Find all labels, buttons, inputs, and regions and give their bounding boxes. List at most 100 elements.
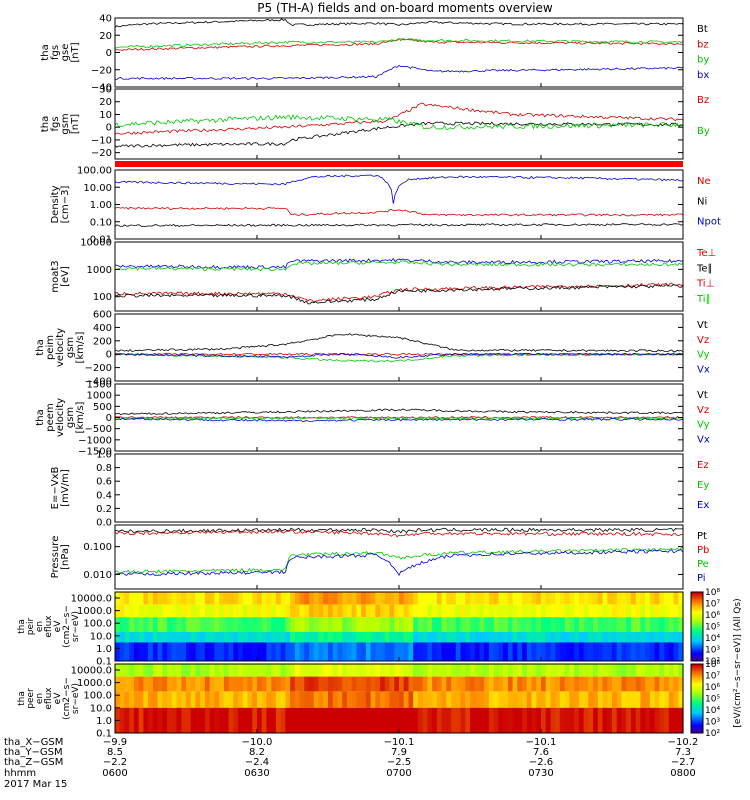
- y-axis-label: gsm: [65, 407, 76, 428]
- series-red: [115, 102, 683, 135]
- series-red: [115, 38, 683, 51]
- y-tick-label: −500: [85, 424, 112, 435]
- x-tick-label: −10.2: [668, 737, 699, 748]
- y-tick-label: 0.0: [96, 518, 112, 529]
- y-tick-label: 20: [99, 31, 112, 42]
- y-axis-label: peim: [45, 335, 56, 360]
- y-tick-label: 0.01: [90, 235, 112, 246]
- y-axis-label: en: [35, 693, 45, 704]
- y-axis-label: peir: [26, 617, 36, 635]
- mode-bar-red: [115, 161, 683, 167]
- y-axis-label: peer: [26, 688, 36, 709]
- series-black: [115, 333, 683, 353]
- panel-fgs-gse: 40 20 0 −20 −40 tha fgs gse [nT] Bt bz by bx: [40, 14, 709, 94]
- x-tick-label: 0700: [386, 768, 411, 779]
- y-axis-label: [mV/m]: [60, 469, 71, 507]
- series-blue: [115, 64, 683, 80]
- y-axis-label: gsm: [65, 337, 76, 358]
- y-tick-label: 10000.0: [71, 594, 112, 605]
- x-tick-label: −2.2: [103, 757, 127, 768]
- y-axis-label: [km/s]: [75, 401, 86, 433]
- y-tick-label: 10.0: [90, 703, 112, 714]
- y-axis-label: tha: [35, 339, 46, 355]
- y-axis-label: sr−eV): [71, 611, 81, 642]
- series-black: [115, 527, 683, 534]
- x-tick-label: −10.1: [384, 737, 415, 748]
- y-axis-label: tha: [17, 691, 27, 706]
- y-tick-label: 0: [106, 123, 112, 134]
- legend-entry: Vx: [697, 364, 710, 375]
- series-black: [115, 284, 683, 305]
- colorbar-tick: 10⁸: [705, 660, 720, 670]
- colorbar-tick: 10³: [705, 646, 720, 656]
- series-green: [115, 37, 683, 49]
- y-axis-label: en: [35, 621, 45, 632]
- x-row-label: tha_Z−GSM: [4, 757, 63, 768]
- legend-entry: Te∥: [696, 263, 713, 274]
- y-tick-label: 1500: [87, 380, 112, 391]
- x-tick-label: 0730: [528, 768, 553, 779]
- colorbar: [690, 663, 704, 734]
- y-axis-label: Density: [50, 185, 61, 223]
- x-tick-label: 7.6: [533, 747, 549, 758]
- legend-entry: Pb: [697, 545, 709, 556]
- y-tick-label: −400: [85, 377, 112, 388]
- y-tick-label: 1000.0: [77, 606, 112, 617]
- series-red: [115, 529, 683, 538]
- y-tick-label: 0.4: [96, 490, 112, 501]
- x-tick-label: −2.6: [529, 757, 553, 768]
- date-label: 2017 Mar 15: [4, 779, 67, 790]
- colorbar-tick: 10⁷: [705, 672, 720, 682]
- legend-entry: Ez: [697, 460, 709, 471]
- legend-entry: Te⊥: [696, 248, 716, 259]
- y-tick-label: 1000.0: [77, 678, 112, 689]
- panel-density: 100.00 10.00 1.00 0.10 0.01 Density [cm−3] Ne Ni…: [50, 166, 721, 246]
- y-axis-label: (cm2−s−: [62, 677, 72, 720]
- series-black: [115, 18, 683, 28]
- series-green: [115, 114, 683, 130]
- legend-entry: Bt: [697, 24, 708, 35]
- panel-frame: [114, 241, 684, 312]
- y-tick-label: 0: [106, 48, 112, 59]
- y-tick-label: −200: [85, 363, 112, 374]
- y-axis-label: fgs: [50, 45, 61, 60]
- legend-entry: Bz: [697, 95, 709, 106]
- legend-entry: Vx: [697, 434, 710, 445]
- panel-frame: [114, 453, 684, 523]
- colorbar-tick: 10²: [705, 729, 720, 739]
- y-axis-label: sr−eV): [71, 683, 81, 714]
- x-tick-label: −2.5: [387, 757, 411, 768]
- colorbar-tick: 10⁸: [705, 588, 720, 598]
- legend-entry: Ti⊥: [696, 279, 714, 290]
- y-tick-label: 20: [99, 97, 112, 108]
- y-tick-label: 1.0: [96, 716, 112, 727]
- y-axis-label: gsm: [60, 113, 71, 134]
- y-tick-label: −40: [91, 83, 112, 94]
- y-tick-label: 10000: [80, 238, 112, 249]
- series-green: [115, 547, 683, 575]
- y-axis-label: velocity: [55, 398, 66, 437]
- y-axis-label: [cm−3]: [60, 186, 71, 224]
- x-tick-label: 0800: [670, 768, 695, 779]
- colorbar-tick: 10³: [705, 718, 720, 728]
- y-tick-label: 500: [93, 402, 112, 413]
- y-tick-label: 0.8: [96, 463, 112, 474]
- y-tick-label: 40: [99, 14, 112, 25]
- colorbar-tick: 10⁵: [705, 623, 720, 633]
- y-tick-label: −20: [91, 65, 112, 76]
- legend-entry: Vt: [697, 320, 708, 331]
- series-red: [115, 282, 683, 303]
- y-tick-label: 0.6: [96, 477, 112, 488]
- y-axis-label: gse: [60, 44, 71, 62]
- legend-entry: bx: [697, 70, 709, 81]
- y-tick-label: 0: [106, 350, 112, 361]
- legend-entry: Ey: [697, 480, 709, 491]
- y-axis-label: eV: [53, 620, 63, 633]
- plot-title: P5 (TH-A) fields and on-board moments ov…: [257, 1, 553, 15]
- y-tick-label: 0.010: [83, 570, 112, 581]
- colorbar: [690, 591, 704, 662]
- y-tick-label: 1000: [87, 391, 112, 402]
- y-axis-label: tha: [40, 116, 51, 132]
